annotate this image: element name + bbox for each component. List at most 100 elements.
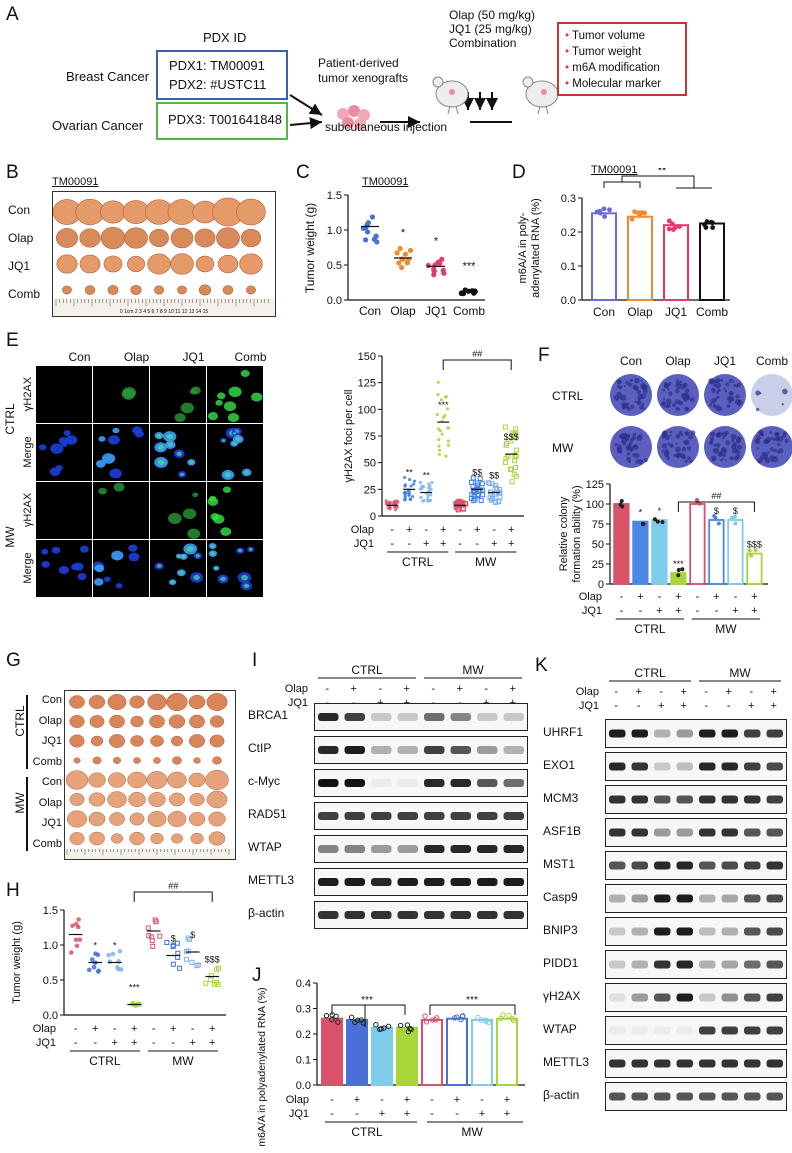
panel-k-band: [654, 1026, 671, 1035]
tumor-sample: [100, 226, 126, 250]
panel-h-sig: $: [190, 930, 195, 940]
colony: [626, 451, 631, 456]
panel-d-bar: [663, 224, 689, 302]
panel-k-blot-svg: [609, 1092, 783, 1101]
tumor-sample: [129, 831, 145, 846]
panel-i-band: [318, 911, 339, 919]
panel-j-olap-label: Olap: [286, 1094, 309, 1106]
nucleus: [180, 402, 194, 414]
panel-e-point: [429, 487, 433, 491]
readout-item: • Tumor volume: [565, 28, 661, 44]
panel-k-band: [609, 960, 626, 969]
panel-k-jq1-sign: +: [771, 700, 777, 712]
colony: [626, 434, 631, 438]
colony: [669, 433, 672, 437]
panel-i-band: [477, 911, 498, 919]
colony-svg: [754, 429, 789, 464]
colony: [616, 379, 622, 385]
colony: [725, 430, 729, 435]
panel-f-point: [652, 517, 657, 522]
colony: [731, 439, 735, 443]
panel-d-label: D: [512, 162, 526, 183]
panel-k-band-label: MCM3: [543, 790, 579, 805]
panel-k-band: [766, 1059, 783, 1068]
panel-k-band: [631, 828, 648, 837]
panel-e-olap-label: Olap: [351, 524, 374, 536]
panel-b-row-label: JQ1: [8, 259, 31, 273]
panel-h-point: [76, 917, 81, 922]
panel-j-olap-sign: +: [504, 1094, 510, 1106]
colony: [625, 380, 629, 385]
tumor-sample: [109, 714, 125, 729]
panel-e-olap-sign: +: [508, 524, 514, 536]
panel-e-label: E: [6, 330, 19, 351]
tumor-sample: [56, 254, 78, 274]
colony: [666, 456, 671, 460]
panel-f-point: [753, 548, 758, 553]
panel-g-bracket: [26, 777, 28, 851]
panel-k-band: [744, 960, 761, 969]
panel-h-point: [110, 951, 116, 957]
colony: [687, 446, 692, 451]
panel-j-olap-sign: +: [454, 1094, 460, 1106]
nucleus: [55, 465, 63, 471]
colony: [735, 449, 741, 455]
nucleus: [228, 386, 242, 398]
colony: [675, 388, 680, 394]
panel-e-point: [429, 493, 433, 497]
panel-e-jq1-sign: +: [491, 538, 497, 550]
panel-e-group-label: MW: [3, 526, 17, 548]
panel-i-band: [424, 911, 445, 919]
colony: [669, 430, 673, 434]
foci: [243, 583, 250, 589]
colony: [667, 388, 670, 391]
nucleus: [58, 565, 69, 575]
panel-j-point: [475, 1014, 481, 1021]
mouse-icon-1: [432, 76, 469, 115]
nucleus: [215, 399, 223, 406]
colony: [673, 453, 677, 457]
panel-k-band: [766, 729, 783, 738]
panel-b-label: B: [6, 162, 19, 183]
panel-e-sig: $$: [489, 471, 499, 481]
panel-e-point: [503, 442, 509, 448]
readout-text: m6A modification: [572, 62, 660, 74]
panel-d-y-tick-label: 0.0: [561, 295, 576, 307]
panel-k-band: [744, 762, 761, 771]
panel-h-point: [189, 959, 195, 965]
colony-svg: [613, 377, 648, 411]
colony: [640, 379, 643, 382]
panel-i-blot: [314, 769, 528, 797]
panel-d-point: [666, 218, 672, 224]
panel-e-row-label: Merge: [22, 436, 34, 468]
readout-text: Tumor volume: [572, 30, 646, 42]
panel-i-blot: [314, 868, 528, 896]
panel-j-point: [405, 1028, 412, 1035]
panel-f-bar: [632, 520, 649, 585]
panel-c-sig: ***: [463, 261, 477, 273]
panel-i-jq1-label: JQ1: [288, 697, 308, 709]
panel-e-olap-sign: +: [406, 524, 412, 536]
panel-e-point: [513, 465, 519, 471]
panel-e-column-label: Con: [68, 350, 91, 364]
panel-k-band: [631, 1026, 648, 1035]
panel-i-band: [371, 746, 392, 754]
nucleus: [174, 413, 186, 422]
pdx2: PDX2: #USTC11: [169, 77, 267, 92]
panel-h-olap-sign: +: [170, 1023, 176, 1035]
panel-h-jq1-sign: -: [74, 1037, 78, 1049]
panel-d-ylabel-2: adenylated RNA (%): [530, 198, 542, 298]
tumor-sample: [100, 200, 126, 224]
panel-k-band: [766, 894, 783, 903]
panel-i-blot-svg: [318, 713, 524, 721]
panel-k-olap-sign: -: [659, 686, 663, 698]
panel-k-band: [744, 828, 761, 837]
colony: [675, 442, 678, 445]
panel-f-sig: *: [639, 508, 643, 518]
panel-e-point: [437, 438, 441, 442]
panel-e-y-tick-label: 50: [364, 458, 376, 470]
panel-d-point: [671, 227, 676, 232]
panel-k-band: [676, 1059, 693, 1068]
panel-i-olap-sign: -: [431, 683, 435, 695]
colony: [767, 451, 770, 454]
